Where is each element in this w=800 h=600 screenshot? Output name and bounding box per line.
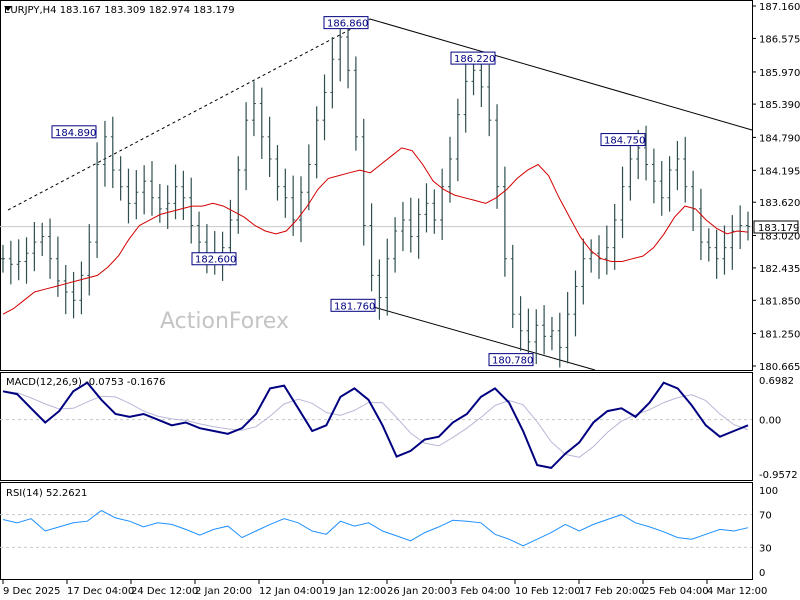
price-tick-label: 181.850 [759,296,800,307]
time-tick-label: 12 Jan 04:00 [259,586,322,597]
price-tick-label: 183.020 [759,231,800,242]
price-annotation: 186.220 [450,51,496,65]
price-tick-label: 186.575 [759,34,800,45]
price-annotations: 186.860 186.220 184.890 184.750 182.600 181.7… [51,16,646,367]
time-tick-label: 19 Jan 12:00 [323,586,386,597]
price-annotation: 182.600 [191,252,237,266]
time-tick-label: 24 Dec 12:00 [131,586,198,597]
price-tick-label: 187.160 [759,2,800,13]
price-tick-label: 180.665 [759,362,800,373]
price-tick-label: 184.790 [759,133,800,144]
rsi-label: RSI(14) 52.2621 [6,488,87,499]
macd-tick-label: -0.9572 [759,470,798,481]
annotation-box [488,353,534,367]
annotation-label: 181.760 [334,301,375,312]
moving-average-line [2,147,749,315]
macd-label: MACD(12,26,9) -0.0753 -0.1676 [6,377,166,388]
price-annotation: 181.760 [330,298,376,312]
rsi-line [2,509,749,547]
rsi-tick-label: 100 [759,486,778,497]
annotation-box [51,125,97,139]
annotation-box [600,133,646,147]
macd-main-line [2,381,749,469]
last-price-box [753,220,799,234]
annotation-label: 180.780 [492,356,533,367]
last-price-label: 183.179 [758,223,799,234]
annotation-label: 184.750 [604,136,645,147]
price-tick-label: 185.390 [759,100,800,111]
annotation-label: 182.600 [195,255,236,266]
price-annotation: 184.750 [600,133,646,147]
downtrend-upper-line [369,18,753,131]
macd-signal-line [2,390,749,458]
macd-tick-label: 0.6982 [759,376,794,387]
price-panel[interactable] [0,0,753,371]
time-tick-label: 25 Feb 04:00 [643,586,709,597]
macd-tick-label: 0.00 [759,416,781,427]
price-tick-label: 182.435 [759,264,800,275]
time-tick-label: 26 Jan 20:00 [387,586,450,597]
price-tick-label: 184.195 [759,166,800,177]
collapse-triangle-icon [4,6,12,11]
time-tick-label: 10 Feb 12:00 [515,586,581,597]
annotation-label: 184.890 [55,128,96,139]
annotation-box [323,16,369,30]
macd-panel[interactable] [0,372,753,481]
price-tick-label: 185.970 [759,68,800,79]
annotation-box [191,252,237,266]
uptrend-channel-line [7,18,371,211]
rsi-tick-label: 30 [759,543,772,554]
watermark: ActionForex [160,309,289,334]
rsi-tick-label: 0 [759,568,765,579]
time-tick-label: 2 Jan 20:00 [195,586,252,597]
annotation-label: 186.220 [454,54,495,65]
price-tick-label: 181.250 [759,330,800,341]
time-tick-label: 17 Dec 04:00 [67,586,134,597]
time-tick-label: 3 Feb 04:00 [451,586,510,597]
annotation-label: 186.860 [327,19,368,30]
annotation-box [330,298,376,312]
annotation-box [450,51,496,65]
price-bars [1,16,750,368]
symbol-label: EURJPY,H4 183.167 183.309 182.974 183.17… [4,5,235,16]
rsi-panel[interactable] [0,482,753,580]
time-tick-label: 17 Feb 20:00 [579,586,645,597]
price-annotation: 184.890 [51,125,97,139]
price-tick-label: 183.620 [759,198,800,209]
price-annotation: 186.860 [323,16,369,30]
time-tick-label: 9 Dec 2025 [3,586,61,597]
rsi-tick-label: 70 [759,511,772,522]
grid-lines [0,226,752,548]
downtrend-lower-line [369,305,596,371]
time-tick-label: 4 Mar 12:00 [707,586,767,597]
price-annotation: 180.780 [488,353,534,367]
